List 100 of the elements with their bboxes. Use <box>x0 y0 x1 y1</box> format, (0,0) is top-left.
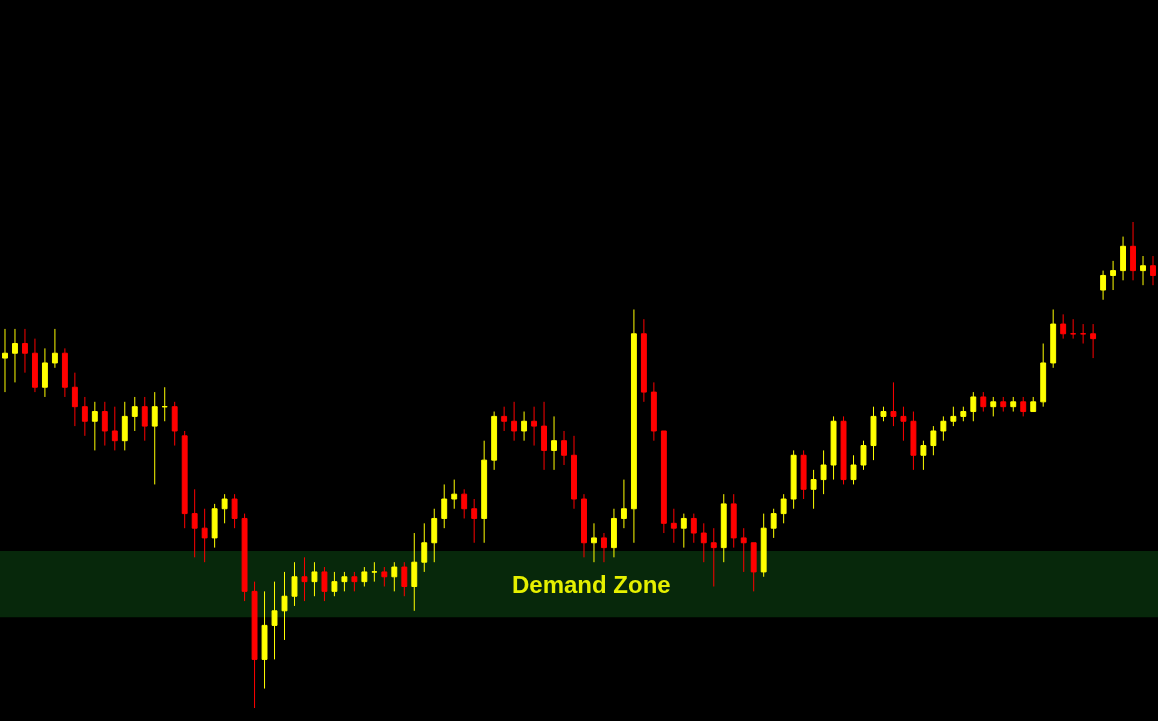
candlestick <box>491 411 498 471</box>
candlestick <box>51 328 58 369</box>
candlestick <box>241 513 248 602</box>
candlestick <box>271 581 278 660</box>
candlestick <box>291 561 298 607</box>
candlestick <box>850 454 857 485</box>
candlestick <box>481 440 488 544</box>
candlestick <box>620 479 627 529</box>
candlestick <box>880 406 887 422</box>
candlestick <box>471 498 478 544</box>
candlestick <box>121 401 128 451</box>
candlestick <box>531 406 538 447</box>
candlestick <box>1090 323 1097 359</box>
candlestick <box>431 508 438 563</box>
candlestick <box>81 396 88 437</box>
candlestick <box>780 493 787 524</box>
candlestick <box>1060 313 1067 340</box>
candlestick <box>231 493 238 529</box>
candlestick <box>441 483 448 529</box>
candlestick <box>571 435 577 510</box>
candlestick <box>111 406 118 451</box>
candlestick <box>650 381 657 442</box>
candlestick <box>351 571 358 592</box>
candlestick <box>551 415 557 471</box>
candlestick <box>1050 308 1057 369</box>
candlestick <box>970 391 977 422</box>
candlestick <box>750 542 757 592</box>
candlestick <box>141 396 148 442</box>
candlestick <box>61 347 68 398</box>
candlestick <box>261 590 268 690</box>
candlestick <box>201 508 208 563</box>
candlestick <box>461 488 468 519</box>
candlestick <box>610 508 617 558</box>
candlestick <box>960 406 967 422</box>
candlestick <box>91 401 98 451</box>
candlestick <box>401 561 408 597</box>
candlestick <box>1110 260 1117 291</box>
candlestick <box>191 488 198 558</box>
candlestick <box>690 513 697 544</box>
candlestick <box>391 561 398 592</box>
candlestick <box>1100 270 1107 301</box>
candlestick <box>720 493 727 563</box>
candlestick <box>940 415 947 442</box>
candlestick <box>1000 396 1007 413</box>
candlestick <box>730 493 737 549</box>
candlestick <box>311 561 318 597</box>
candlestick <box>22 328 28 374</box>
candlestick <box>511 401 518 442</box>
candlestick <box>221 493 228 524</box>
candlestick <box>640 318 647 403</box>
candlestick <box>910 411 917 471</box>
candlestick <box>840 415 847 485</box>
candlestick <box>800 449 807 500</box>
candlestick <box>561 430 567 466</box>
candlestick <box>151 391 158 485</box>
candlestick <box>980 391 987 413</box>
candlestick <box>680 513 687 549</box>
candlestick <box>421 522 428 573</box>
candlestick <box>990 396 997 417</box>
candlestick <box>920 440 927 471</box>
candlestick <box>950 406 957 427</box>
candlestick <box>301 556 308 602</box>
candlestick <box>760 513 767 578</box>
candlestick <box>581 493 587 558</box>
candlestick <box>281 571 288 641</box>
candlestick <box>890 381 897 427</box>
candlestick <box>71 372 78 427</box>
candlestick <box>2 328 8 393</box>
candlestick <box>541 401 548 471</box>
candlestick <box>1020 396 1027 417</box>
candlestick <box>591 522 597 563</box>
candlestick <box>321 566 328 602</box>
candlestick <box>371 561 378 583</box>
candlestick <box>870 406 877 461</box>
candlestick <box>1130 222 1136 281</box>
candlestick <box>251 581 258 708</box>
candlestick <box>211 503 218 549</box>
candlestick <box>830 415 837 481</box>
candlestick <box>411 532 418 612</box>
candlestick <box>1140 255 1146 286</box>
candlestick <box>451 479 458 510</box>
candlestick <box>361 566 368 587</box>
candlestick <box>930 425 937 456</box>
candlestick <box>161 386 168 422</box>
band-label: Demand Zone <box>512 571 671 598</box>
candlestick <box>171 401 178 447</box>
candlestick <box>101 401 108 447</box>
candlestick <box>810 469 817 510</box>
candlestick <box>630 308 637 544</box>
candlestick <box>820 449 827 495</box>
candlestick <box>1080 323 1087 344</box>
candlestick <box>181 430 188 529</box>
candlestick <box>770 508 777 539</box>
candlestick <box>501 406 508 432</box>
candlestick <box>341 571 348 592</box>
candlestick <box>1010 396 1017 413</box>
candlestick <box>381 566 388 587</box>
candlestick <box>331 571 338 597</box>
candlestick <box>31 338 38 393</box>
candlestick <box>41 347 48 398</box>
